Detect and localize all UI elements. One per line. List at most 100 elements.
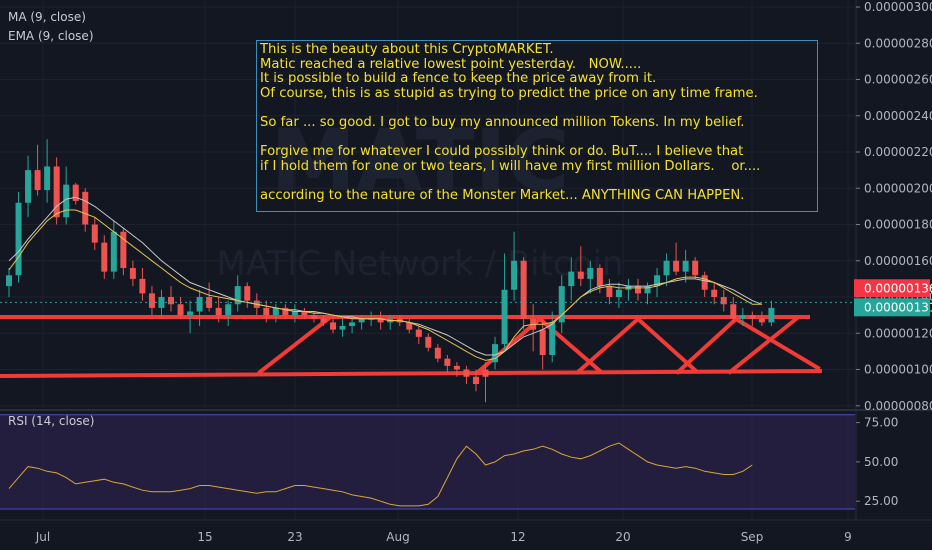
annotation-line: Of course, this is as stupid as trying t… bbox=[260, 85, 758, 101]
candle bbox=[320, 315, 327, 326]
fence-brace bbox=[675, 316, 739, 375]
candle bbox=[720, 289, 727, 312]
candle-body bbox=[291, 311, 298, 316]
watermark: MATIC MATIC Network / Bitcoin bbox=[217, 111, 624, 284]
last-price-label: 0.00000131 bbox=[864, 300, 932, 314]
annotation-spacer bbox=[260, 174, 814, 189]
candle bbox=[654, 268, 661, 297]
candle-body bbox=[82, 191, 89, 225]
candle-body bbox=[377, 318, 384, 323]
candle bbox=[615, 282, 622, 308]
candle-body bbox=[673, 260, 680, 272]
candle bbox=[120, 228, 127, 276]
candle-body bbox=[263, 307, 270, 316]
candle-body bbox=[91, 224, 98, 243]
rsi-pane bbox=[0, 409, 932, 521]
fence-bottom-rail bbox=[0, 368, 823, 379]
candle bbox=[482, 362, 489, 403]
ma-legend[interactable]: MA (9, close) bbox=[8, 10, 86, 24]
candle bbox=[6, 268, 12, 297]
candle bbox=[44, 139, 51, 203]
annotation-spacer bbox=[260, 101, 814, 116]
candle bbox=[110, 220, 117, 279]
ema-legend[interactable]: EMA (9, close) bbox=[8, 29, 94, 43]
ema-line bbox=[8, 209, 762, 361]
annotation-line: if I hold them for one or two tears, I w… bbox=[260, 158, 761, 174]
candle bbox=[377, 311, 384, 330]
candle bbox=[330, 315, 337, 334]
price-tick-label: 0.00000100 bbox=[864, 363, 932, 377]
candle-body bbox=[406, 322, 413, 330]
candle-body bbox=[501, 289, 508, 345]
candle bbox=[206, 282, 213, 312]
candle-body bbox=[101, 242, 108, 272]
ma-price-label-bg bbox=[854, 279, 930, 298]
candle-body bbox=[196, 297, 203, 312]
candle bbox=[501, 253, 508, 352]
annotation-box[interactable]: This is the beauty about this CryptoMARK… bbox=[256, 40, 818, 212]
candle bbox=[244, 282, 251, 308]
candle bbox=[568, 257, 575, 301]
price-tick-label: 0.00000220 bbox=[864, 145, 932, 159]
candle-body bbox=[148, 293, 155, 308]
price-tick-label: 0.00000200 bbox=[864, 181, 932, 195]
candle bbox=[63, 166, 70, 225]
candle-body bbox=[25, 170, 32, 203]
time-tick-label: Aug bbox=[386, 530, 409, 544]
candle-body bbox=[701, 275, 708, 290]
annotation-line: This is the beauty about this CryptoMARK… bbox=[260, 42, 554, 57]
candle bbox=[749, 311, 756, 326]
candle-body bbox=[539, 329, 546, 355]
candle bbox=[520, 257, 527, 330]
candle-body bbox=[72, 184, 79, 201]
candle bbox=[415, 326, 422, 345]
candle-body bbox=[711, 289, 718, 297]
time-tick-label: 15 bbox=[197, 530, 212, 544]
candle bbox=[539, 318, 546, 370]
time-tick-label: Sep bbox=[741, 530, 764, 544]
candle bbox=[758, 311, 765, 326]
candle-body bbox=[682, 260, 689, 272]
candle bbox=[701, 271, 708, 297]
candle-body bbox=[596, 268, 603, 287]
candle-body bbox=[634, 286, 641, 294]
candle bbox=[768, 300, 775, 326]
candle bbox=[15, 191, 22, 283]
price-tick-label: 0.00000180 bbox=[864, 218, 932, 232]
price-tick-label: 0.00000080 bbox=[864, 399, 932, 413]
candle-body bbox=[758, 318, 765, 323]
ma-price-label: 0.00000136 bbox=[864, 281, 932, 295]
fence-brace bbox=[257, 316, 331, 375]
candle-body bbox=[692, 260, 699, 276]
candle-body bbox=[6, 275, 12, 287]
candle-body bbox=[301, 311, 308, 316]
candle-body bbox=[520, 260, 527, 319]
price-tick-label: 0.00000300 bbox=[864, 0, 932, 14]
candle-body bbox=[110, 231, 117, 272]
candle bbox=[53, 157, 60, 225]
candle-body bbox=[310, 315, 317, 319]
candle bbox=[301, 307, 308, 319]
rsi-line bbox=[8, 442, 753, 507]
candle-body bbox=[434, 347, 441, 359]
candle-body bbox=[34, 170, 41, 191]
candle bbox=[129, 260, 136, 287]
price-tick-label: 0.00000160 bbox=[864, 254, 932, 268]
fence-brace bbox=[733, 316, 821, 371]
candle-body bbox=[139, 278, 146, 294]
fence-brace bbox=[575, 316, 641, 375]
candle-body bbox=[615, 289, 622, 297]
candle bbox=[596, 264, 603, 294]
rsi-legend[interactable]: RSI (14, close) bbox=[8, 414, 95, 428]
candle-body bbox=[425, 336, 432, 348]
candle-body bbox=[120, 231, 127, 268]
candle-body bbox=[272, 307, 279, 316]
candle bbox=[472, 369, 479, 392]
candle bbox=[739, 307, 746, 326]
candle bbox=[263, 300, 270, 323]
candle-body bbox=[330, 322, 337, 330]
candle bbox=[692, 257, 699, 279]
candle bbox=[558, 275, 565, 334]
candle-body bbox=[177, 304, 184, 316]
